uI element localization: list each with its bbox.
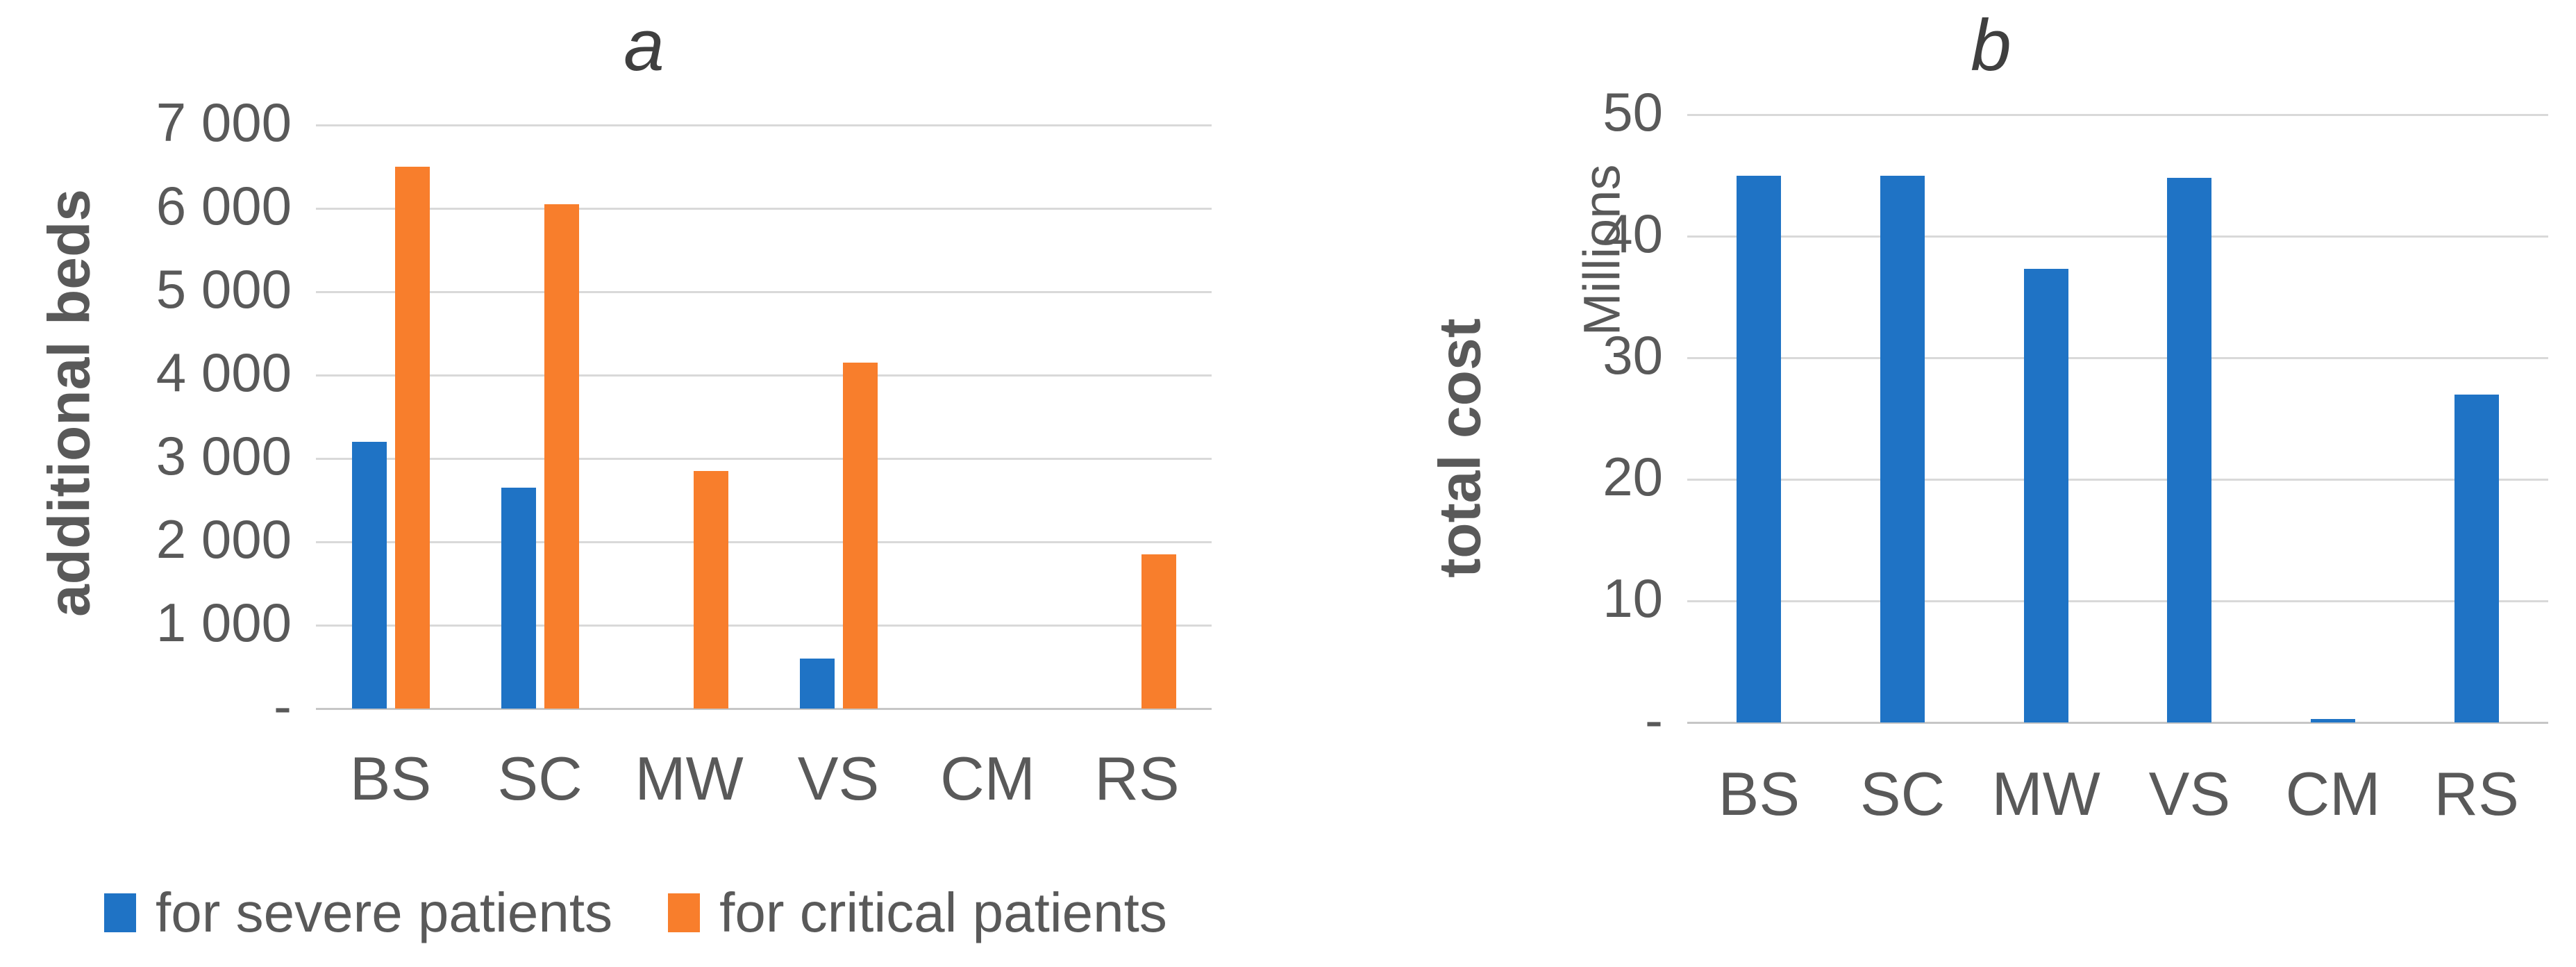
chart-a-plot-area: - 1 000 2 000 3 000 4 000 5 000 6 000 7 000 BS SC… — [156, 92, 1212, 813]
x-axis-label-rs: RS — [2434, 759, 2519, 828]
gridline — [316, 208, 1212, 210]
y-tick-label: - — [1645, 688, 1663, 750]
legend-label: for severe patients — [156, 882, 613, 943]
gridline — [316, 458, 1212, 460]
x-axis-label-vs: VS — [797, 744, 880, 813]
y-tick-label: 10 — [1603, 567, 1663, 629]
x-axis-label-bs: BS — [1718, 759, 1800, 828]
x-axis-line — [1687, 722, 2548, 724]
chart-a-legend: for severe patients for critical patients — [104, 881, 1167, 945]
bar-cm-series-0 — [2311, 718, 2355, 722]
y-tick-label: 2 000 — [156, 508, 292, 570]
chart-b-plot-area: - 10 20 30 40 50 BS SC MW VS CM RS — [1603, 81, 2548, 828]
x-axis-label-mw: MW — [1991, 759, 2100, 828]
y-tick-label: 50 — [1603, 81, 1663, 142]
gridline — [316, 625, 1212, 627]
legend-label: for critical patients — [719, 882, 1167, 943]
y-tick-label: 1 000 — [156, 591, 292, 653]
legend-swatch-icon — [104, 893, 136, 932]
gridline — [1687, 357, 2548, 359]
bar-sc-series-1 — [544, 204, 579, 709]
legend-item: for severe patients — [104, 881, 612, 945]
gridline — [316, 374, 1212, 377]
bar-sc-series-0 — [501, 488, 536, 709]
y-tick-label: 6 000 — [156, 174, 292, 236]
x-axis-label-bs: BS — [349, 744, 432, 813]
bar-vs-series-0 — [799, 659, 835, 709]
y-tick-label: 3 000 — [156, 424, 292, 486]
gridline — [316, 541, 1212, 543]
x-axis-label-sc: SC — [497, 744, 583, 813]
bar-vs-series-1 — [842, 363, 878, 709]
x-axis-label-cm: CM — [2285, 759, 2381, 828]
y-tick-label: 4 000 — [156, 341, 292, 403]
bar-bs-series-0 — [1737, 175, 1782, 722]
bar-bs-series-0 — [351, 442, 387, 709]
gridline — [316, 124, 1212, 126]
bar-rs-series-0 — [2454, 394, 2499, 722]
y-tick-label: 20 — [1603, 445, 1663, 507]
gridline — [1687, 479, 2548, 481]
y-tick-label: 30 — [1603, 324, 1663, 386]
y-tick-label: 40 — [1603, 202, 1663, 264]
bar-bs-series-1 — [394, 167, 430, 709]
bar-rs-series-1 — [1141, 554, 1176, 709]
gridline — [1687, 235, 2548, 238]
bar-mw-series-1 — [693, 471, 728, 709]
x-axis-label-mw: MW — [635, 744, 744, 813]
x-axis-label-rs: RS — [1094, 744, 1180, 813]
x-axis-line — [316, 708, 1212, 710]
chart-b-title: b — [1971, 5, 2012, 86]
legend-swatch-icon — [668, 893, 701, 932]
x-axis-label-cm: CM — [940, 744, 1035, 813]
y-tick-label: 7 000 — [156, 91, 292, 153]
y-tick-label: - — [274, 675, 292, 736]
bar-sc-series-0 — [1880, 175, 1925, 722]
gridline — [1687, 600, 2548, 602]
legend-item: for critical patients — [668, 881, 1167, 945]
chart-panel-b: b total cost Millions -10 20 30 40 50 BS SC MW V… — [1288, 0, 2576, 967]
x-axis-label-vs: VS — [2148, 759, 2231, 828]
chart-a-title: a — [624, 5, 664, 86]
chart-panel-a: a additional beds -1 000 2 000 3 000 4 000 5… — [37, 5, 1212, 945]
x-axis-label-sc: SC — [1859, 759, 1946, 828]
bar-mw-series-0 — [2023, 269, 2068, 722]
y-tick-label: 5 000 — [156, 258, 292, 320]
gridline — [316, 291, 1212, 293]
bar-vs-series-0 — [2167, 178, 2212, 722]
gridline — [1687, 114, 2548, 116]
